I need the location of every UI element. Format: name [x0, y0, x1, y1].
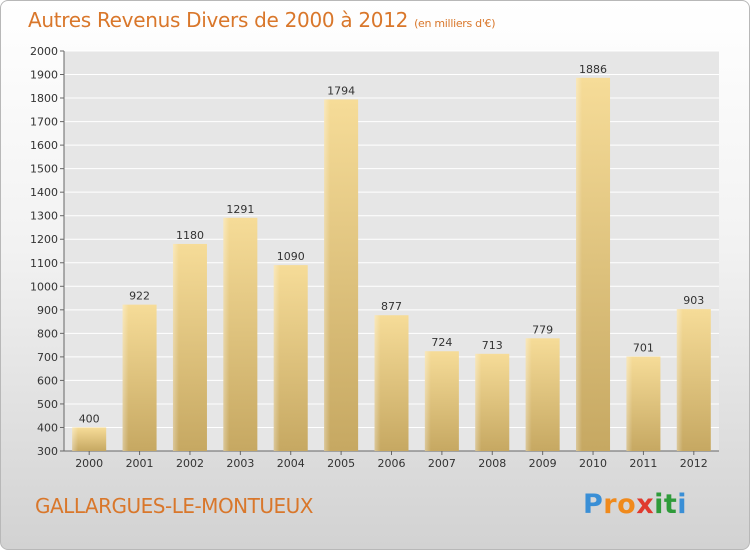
y-tick-label: 1200 — [30, 233, 58, 246]
bar-value-label: 1794 — [327, 84, 355, 97]
bar-highlight — [676, 309, 683, 451]
y-tick-label: 800 — [37, 327, 58, 340]
y-tick-label: 400 — [37, 421, 58, 434]
y-tick-label: 500 — [37, 398, 58, 411]
bar-value-label: 400 — [79, 412, 100, 425]
logo-letter: t — [663, 489, 678, 520]
logo-letter: r — [603, 489, 618, 520]
bar-value-label: 1886 — [579, 63, 607, 76]
y-tick-label: 2000 — [30, 45, 58, 58]
x-tick-label: 2010 — [579, 457, 607, 470]
bar — [72, 427, 107, 451]
logo-letter: i — [654, 489, 664, 520]
bar-highlight — [324, 99, 331, 452]
chart-title: Autres Revenus Divers de 2000 à 2012 (en … — [28, 8, 496, 32]
bar-chart: 300 400 500 600 700 800 900 1000 1100 1200 1300 140… — [30, 45, 719, 470]
bar-value-label: 713 — [482, 339, 503, 352]
chart-title-text: Autres Revenus Divers de 2000 à 2012 — [28, 8, 409, 32]
y-tick-label: 1800 — [30, 92, 58, 105]
logo-letter: i — [677, 489, 688, 520]
y-tick-label: 1000 — [30, 280, 58, 293]
y-tick-label: 1400 — [30, 186, 58, 199]
x-tick-label: 2004 — [277, 457, 305, 470]
y-tick-label: 1600 — [30, 139, 58, 152]
unit-note: (en milliers d'€) — [414, 17, 496, 30]
x-tick-label: 2003 — [226, 457, 254, 470]
bar-highlight — [72, 427, 79, 451]
bar-highlight — [374, 315, 381, 451]
logo-letter: o — [617, 489, 637, 520]
x-tick-label: 2002 — [176, 457, 204, 470]
bar-highlight — [525, 338, 532, 451]
bar-value-label: 701 — [633, 342, 654, 355]
bar-value-label: 903 — [683, 294, 704, 307]
y-tick-label: 1700 — [30, 116, 58, 129]
bar-value-label: 1090 — [277, 250, 305, 263]
y-tick-label: 900 — [37, 304, 58, 317]
y-tick-label: 1900 — [30, 69, 58, 82]
bar-highlight — [626, 356, 633, 451]
commune-name: GALLARGUES-LE-MONTUEUX — [35, 494, 313, 518]
y-tick-label: 1100 — [30, 257, 58, 270]
bar-highlight — [172, 243, 179, 451]
bar-highlight — [424, 351, 431, 451]
x-tick-label: 2011 — [629, 457, 657, 470]
x-tick-label: 2005 — [327, 457, 355, 470]
proxiti-logo: Proxiti — [583, 489, 687, 520]
bar-value-label: 1291 — [226, 203, 254, 216]
x-tick-label: 2006 — [378, 457, 406, 470]
bar-value-label: 877 — [381, 300, 402, 313]
bar-value-label: 1180 — [176, 229, 204, 242]
x-tick-label: 2008 — [478, 457, 506, 470]
bar-highlight — [475, 353, 482, 451]
x-tick-label: 2012 — [680, 457, 708, 470]
bar-highlight — [223, 217, 230, 451]
x-tick-label: 2009 — [529, 457, 557, 470]
bar-value-label: 922 — [129, 290, 150, 303]
x-tick-label: 2001 — [126, 457, 154, 470]
x-tick-label: 2000 — [75, 457, 103, 470]
y-tick-label: 700 — [37, 351, 58, 364]
bar-highlight — [576, 77, 583, 451]
logo-letter: x — [636, 489, 655, 520]
bar-value-label: 779 — [532, 323, 553, 336]
bar-highlight — [122, 304, 129, 451]
x-tick-label: 2007 — [428, 457, 456, 470]
bar-value-label: 724 — [431, 336, 452, 349]
y-tick-label: 300 — [37, 445, 58, 458]
y-tick-label: 1500 — [30, 163, 58, 176]
logo-letter: P — [583, 489, 604, 520]
y-tick-label: 1300 — [30, 210, 58, 223]
bar-highlight — [273, 265, 280, 451]
y-tick-label: 600 — [37, 374, 58, 387]
